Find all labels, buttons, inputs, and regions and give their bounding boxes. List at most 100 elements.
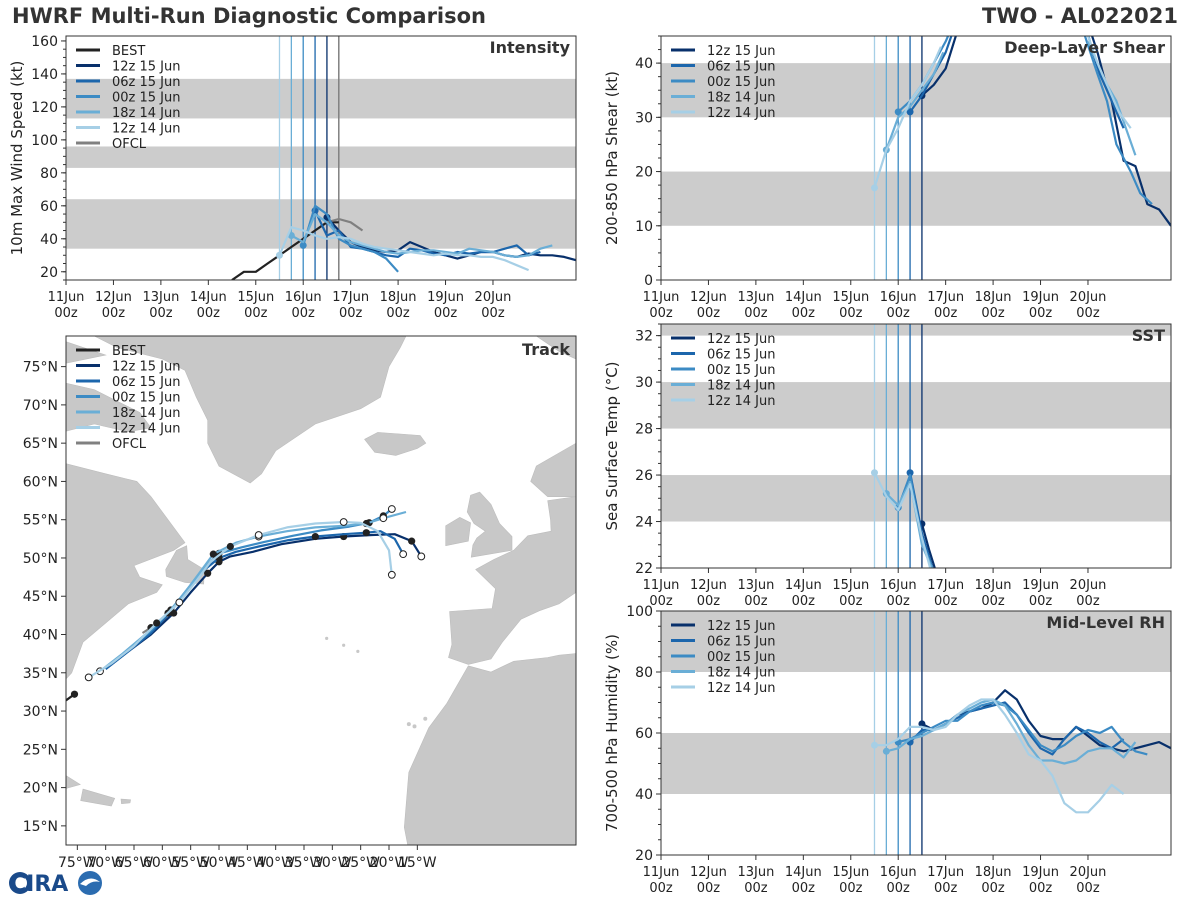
x-tick-label: 19Jun xyxy=(1022,290,1059,305)
legend-label: 12z 15 Jun xyxy=(707,619,776,634)
panel-rh: 2040608010011Jun00z12Jun00z13Jun00z14Jun… xyxy=(603,604,1172,896)
x-tick-label: 18Jun xyxy=(380,290,417,305)
series-point xyxy=(275,251,283,259)
y-tick-label: 30 xyxy=(635,110,653,126)
x-tick-label: 00z xyxy=(102,306,126,321)
legend-label: 18z 14 Jun xyxy=(707,379,776,394)
x-tick-label: 00z xyxy=(1029,306,1053,321)
track-point-open xyxy=(339,518,348,526)
y-axis-label: Sea Surface Temp (°C) xyxy=(603,361,621,530)
series-point xyxy=(870,469,878,477)
x-tick-label: 14Jun xyxy=(785,865,822,880)
y-axis-label: 700-500 hPa Humidity (%) xyxy=(603,634,621,832)
x-tick-label: 00z xyxy=(149,306,173,321)
logo-text: CIRA xyxy=(10,872,68,897)
lon-tick-label: 40°W xyxy=(256,855,295,871)
series-point xyxy=(906,469,914,477)
scandinavia-land xyxy=(530,442,576,498)
lat-tick-label: 25°N xyxy=(23,742,58,758)
x-tick-label: 00z xyxy=(54,306,78,321)
legend-label: 06z 15 Jun xyxy=(112,75,181,90)
x-tick-label: 00z xyxy=(697,594,721,609)
lat-tick-label: 45°N xyxy=(23,589,58,605)
azores-island xyxy=(356,649,360,653)
x-tick-label: 14Jun xyxy=(785,578,822,593)
track-point xyxy=(204,569,212,577)
x-tick-label: 00z xyxy=(934,881,958,896)
panel-title: Mid-Level RH xyxy=(1046,613,1165,632)
x-tick-label: 11Jun xyxy=(643,290,680,305)
great-britain-land xyxy=(466,491,513,558)
lat-tick-label: 15°N xyxy=(23,819,58,835)
series-line xyxy=(921,36,1171,227)
x-tick-label: 15Jun xyxy=(832,290,869,305)
panel-track: 15°N 20°N 25°N 30°N 35°N 40°N 45°N 50°N 55°N 60°N… xyxy=(23,335,577,871)
legend-label: 12z 14 Jun xyxy=(707,106,776,121)
x-tick-label: 20Jun xyxy=(1070,290,1107,305)
y-axis-label: 10m Max Wind Speed (kt) xyxy=(8,61,26,256)
legend-label: 00z 15 Jun xyxy=(707,75,776,90)
x-tick-label: 15Jun xyxy=(832,865,869,880)
track-point-open xyxy=(379,514,388,523)
plot-area xyxy=(66,36,576,280)
lon-tick-label: 65°W xyxy=(115,855,154,871)
map-area xyxy=(66,336,576,845)
azores-island xyxy=(342,643,346,647)
x-tick-label: 12Jun xyxy=(690,290,727,305)
track-line xyxy=(88,520,393,679)
azores-island xyxy=(325,636,329,640)
y-tick-label: 80 xyxy=(635,665,653,681)
series-point xyxy=(894,108,902,116)
y-tick-label: 0 xyxy=(644,273,653,289)
greenland-land xyxy=(94,336,407,484)
lon-tick-label: 25°W xyxy=(341,855,380,871)
x-tick-label: 00z xyxy=(1029,594,1053,609)
lat-tick-label: 35°N xyxy=(23,666,58,682)
x-tick-label: 00z xyxy=(934,306,958,321)
y-tick-label: 24 xyxy=(635,515,653,531)
legend-label: 06z 15 Jun xyxy=(707,635,776,650)
x-tick-label: 00z xyxy=(934,594,958,609)
y-tick-label: 32 xyxy=(635,329,653,345)
x-tick-label: 00z xyxy=(481,306,505,321)
plot-frame xyxy=(660,323,1172,569)
figure-title: HWRF Multi-Run Diagnostic Comparison xyxy=(12,4,487,28)
x-tick-label: 20Jun xyxy=(1070,865,1107,880)
puerto-rico-land xyxy=(120,798,131,805)
legend-label: 18z 14 Jun xyxy=(707,666,776,681)
panel-shear: 01020304011Jun00z12Jun00z13Jun00z14Jun00… xyxy=(603,35,1172,321)
x-tick-label: 00z xyxy=(744,306,768,321)
track-point xyxy=(311,532,319,541)
x-tick-label: 16Jun xyxy=(880,578,917,593)
plot-area xyxy=(661,36,1171,280)
x-tick-label: 18Jun xyxy=(975,865,1012,880)
x-tick-label: 00z xyxy=(649,881,673,896)
x-tick-label: 00z xyxy=(887,881,911,896)
x-tick-label: 00z xyxy=(744,881,768,896)
y-tick-label: 26 xyxy=(635,468,653,484)
intensity-band xyxy=(661,611,1171,672)
y-tick-label: 60 xyxy=(40,199,58,215)
series-point xyxy=(870,184,878,192)
iceland-land xyxy=(364,432,427,456)
track-point xyxy=(70,690,79,698)
x-tick-label: 00z xyxy=(197,306,221,321)
y-tick-label: 10 xyxy=(635,219,653,235)
series-line xyxy=(873,36,1132,189)
x-tick-label: 00z xyxy=(292,306,316,321)
series-line xyxy=(231,221,339,280)
x-tick-label: 00z xyxy=(1076,881,1100,896)
legend-label: 00z 15 Jun xyxy=(112,91,181,106)
x-tick-label: 18Jun xyxy=(975,578,1012,593)
x-tick-label: 00z xyxy=(339,306,363,321)
x-tick-label: 00z xyxy=(244,306,268,321)
x-tick-label: 13Jun xyxy=(737,865,774,880)
plot-area xyxy=(661,324,1171,568)
legend-label: 18z 14 Jun xyxy=(112,406,181,421)
lat-tick-label: 30°N xyxy=(23,704,58,720)
lat-tick-label: 20°N xyxy=(23,781,58,797)
africa-land xyxy=(403,653,576,845)
panel-sst: 22242628303211Jun00z12Jun00z13Jun00z14Ju… xyxy=(603,323,1172,609)
y-tick-label: 28 xyxy=(635,422,653,438)
plot-area xyxy=(661,611,1171,855)
